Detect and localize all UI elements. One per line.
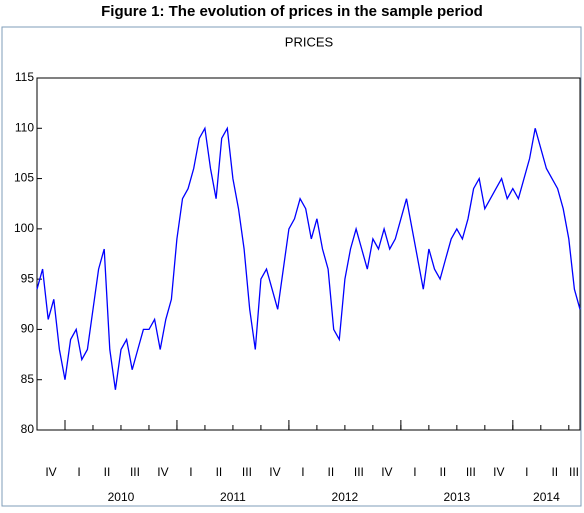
y-tick-label: 105 [14,171,34,185]
x-tick-label: II [440,465,447,479]
x-tick-label: I [77,465,80,479]
year-label: 2013 [443,490,470,504]
x-tick-label: IV [157,465,168,479]
year-label: 2012 [332,490,359,504]
x-tick-label: III [569,465,579,479]
y-tick-label: 85 [21,372,35,386]
year-label: 2010 [108,490,135,504]
y-tick-label: 100 [14,221,34,235]
x-tick-label: IV [493,465,504,479]
x-tick-label: II [104,465,111,479]
y-tick-label: 80 [21,422,35,436]
x-tick-label: IV [45,465,56,479]
year-label: 2011 [220,490,246,504]
x-tick-label: II [551,465,558,479]
y-tick-label: 95 [21,271,35,285]
x-tick-label: III [242,465,252,479]
x-tick-label: III [354,465,364,479]
y-tick-label: 90 [21,322,35,336]
x-tick-label: III [466,465,476,479]
year-label: 2014 [533,490,560,504]
x-tick-label: III [130,465,140,479]
x-tick-label: I [413,465,416,479]
x-tick-label: II [216,465,223,479]
x-tick-label: I [301,465,304,479]
frame [1,26,582,507]
y-tick-label: 115 [15,70,34,84]
plot-area [36,77,581,431]
chart-title: Figure 1: The evolution of prices in the… [101,3,483,20]
chart-subtitle: PRICES [285,34,334,49]
x-tick-label: I [525,465,528,479]
x-tick-label: I [189,465,192,479]
x-tick-label: IV [381,465,392,479]
price-line [36,126,581,390]
y-tick-label: 110 [15,120,34,134]
x-tick-label: II [328,465,335,479]
x-tick-label: IV [269,465,280,479]
